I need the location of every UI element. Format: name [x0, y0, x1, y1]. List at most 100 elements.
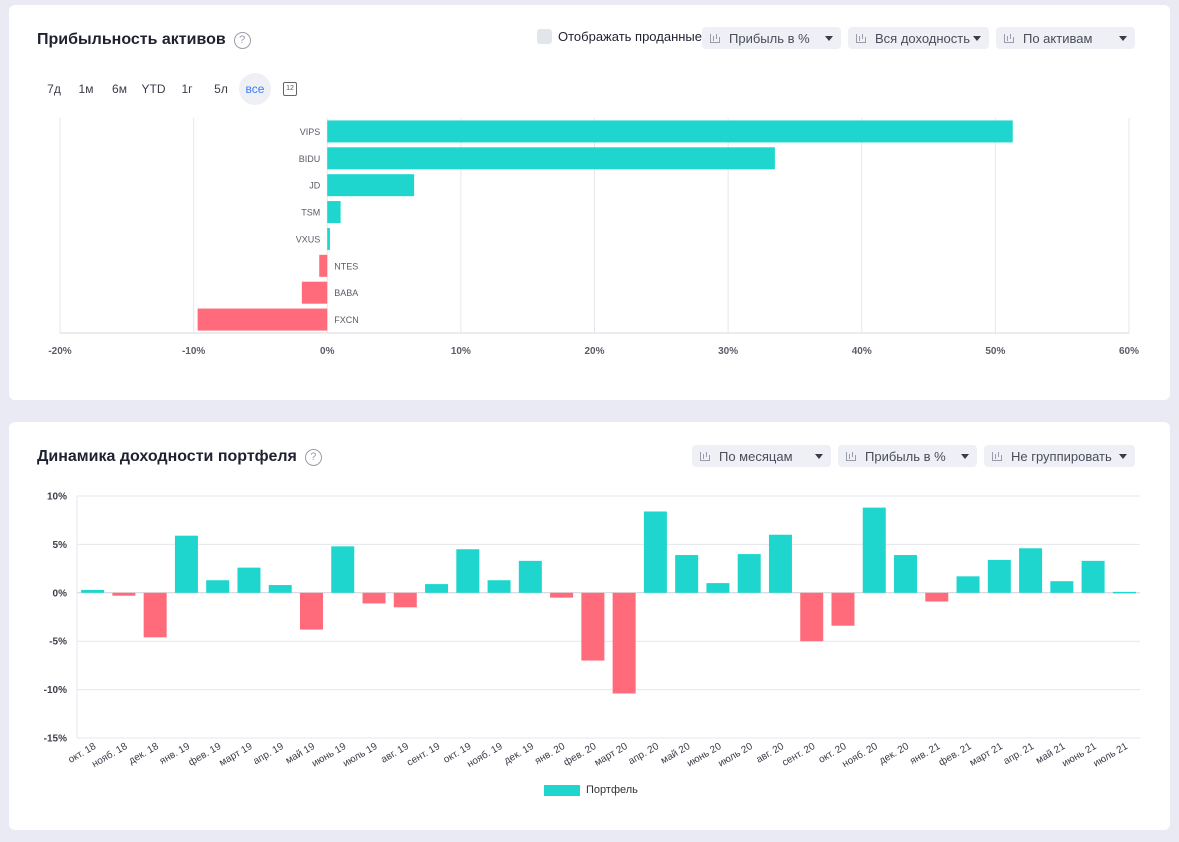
chart-icon [846, 451, 856, 461]
x-tick-label: март 21 [968, 741, 1005, 769]
dropdown-value: Прибыль в % [729, 30, 810, 46]
bar [112, 592, 136, 596]
bar-category-label: FXCN [334, 315, 359, 325]
portfolio-dynamics-card: Динамика доходности портфеля ? По месяца… [9, 422, 1170, 830]
dropdown-value: По месяцам [719, 448, 793, 464]
profit-mode-dropdown[interactable]: Прибыль в % [702, 27, 841, 49]
bar [319, 254, 328, 277]
card-title-text: Динамика доходности портфеля [37, 448, 297, 465]
yield-type-dropdown[interactable]: Вся доходность [848, 27, 989, 49]
x-tick-label: 10% [451, 346, 471, 357]
y-tick-label: 0% [53, 588, 68, 599]
bar [301, 281, 328, 304]
bar [925, 592, 949, 602]
help-icon[interactable]: ? [233, 31, 251, 49]
x-tick-label: июль 21 [1092, 741, 1131, 770]
bar [894, 555, 918, 593]
period-6m[interactable]: 6м [112, 82, 127, 96]
bar [612, 592, 636, 694]
bar [425, 584, 449, 593]
bar-category-label: JD [309, 181, 321, 191]
bar [362, 592, 386, 604]
period-1m[interactable]: 1м [78, 82, 94, 96]
x-tick-label: сент. 19 [405, 741, 442, 769]
x-tick-label: июль 20 [716, 741, 755, 770]
bar [800, 592, 824, 642]
profit-mode-dropdown[interactable]: Прибыль в % [838, 445, 977, 467]
period-7d[interactable]: 7д [47, 82, 61, 96]
chart-icon [1004, 33, 1014, 43]
bar-category-label: VXUS [296, 234, 321, 244]
bar [706, 583, 730, 593]
bar [1112, 591, 1136, 594]
x-tick-label: фев. 20 [561, 740, 598, 769]
x-tick-label: 60% [1119, 346, 1139, 357]
x-tick-label: фев. 21 [937, 740, 974, 769]
show-sold-checkbox[interactable]: Отображать проданные [537, 29, 702, 44]
bar [393, 592, 417, 608]
bar [1019, 548, 1043, 593]
x-tick-label: нояб. 20 [840, 740, 880, 770]
chart-legend[interactable]: Портфель [544, 784, 638, 796]
x-tick-label: янв. 21 [908, 741, 942, 767]
bar [237, 567, 261, 593]
bar [862, 507, 886, 593]
period-selector: 7д 1м 6м YTD 1г 5л все 12 [39, 73, 297, 105]
x-tick-label: июнь 20 [685, 741, 724, 770]
bar [331, 546, 355, 593]
x-tick-label: март 20 [593, 741, 630, 769]
x-tick-label: апр. 21 [1002, 741, 1037, 767]
bar [299, 592, 323, 630]
bar [327, 174, 415, 197]
bar-category-label: VIPS [300, 127, 321, 137]
bar [737, 554, 761, 593]
bar [581, 592, 605, 661]
group-by-dropdown[interactable]: По активам [996, 27, 1135, 49]
dropdown-value: Не группировать [1011, 448, 1112, 464]
caret-down-icon [1119, 36, 1127, 41]
x-tick-label: июль 19 [341, 741, 380, 770]
x-tick-label: нояб. 18 [90, 740, 130, 770]
calendar-icon[interactable]: 12 [283, 82, 297, 96]
bar [327, 120, 1013, 143]
help-icon[interactable]: ? [304, 448, 322, 466]
bar [197, 308, 328, 331]
bar [327, 227, 330, 250]
x-tick-label: дек. 19 [502, 741, 536, 767]
x-tick-label: июнь 19 [310, 741, 349, 770]
asset-profitability-card: Прибыльность активов ? Отображать продан… [9, 5, 1170, 400]
chart-icon [856, 33, 866, 43]
y-tick-label: 10% [47, 492, 67, 503]
x-tick-label: 50% [985, 346, 1005, 357]
checkbox-box[interactable] [537, 29, 552, 44]
legend-label: Портфель [586, 784, 638, 796]
bar [550, 592, 574, 598]
x-tick-label: янв. 20 [533, 741, 567, 767]
x-tick-label: дек. 20 [877, 741, 911, 767]
bar [268, 585, 292, 593]
bar [174, 535, 198, 593]
y-tick-label: 5% [53, 540, 68, 551]
x-tick-label: апр. 19 [251, 741, 286, 767]
period-5y[interactable]: 5л [214, 82, 228, 96]
x-tick-label: 0% [320, 346, 335, 357]
bar [956, 576, 980, 593]
grouping-dropdown[interactable]: Не группировать [984, 445, 1135, 467]
bar-category-label: BABA [334, 288, 358, 298]
period-all[interactable]: все [239, 73, 271, 105]
period-ytd[interactable]: YTD [141, 82, 166, 96]
asset-profitability-chart: VIPS BIDU JD TSM VXUS NTES BABA FXCN -20% -10% 0%… [48, 118, 1139, 357]
x-tick-label: 20% [584, 346, 604, 357]
chart-icon [710, 33, 720, 43]
caret-down-icon [973, 36, 981, 41]
period-granularity-dropdown[interactable]: По месяцам [692, 445, 831, 467]
card-title-text: Прибыльность активов [37, 31, 226, 48]
bar-category-label: NTES [334, 261, 358, 271]
bar [206, 580, 230, 593]
bar [327, 201, 341, 224]
y-tick-label: -10% [44, 685, 67, 696]
period-1y[interactable]: 1г [181, 82, 193, 96]
bar [143, 592, 167, 638]
bar [1050, 581, 1074, 593]
